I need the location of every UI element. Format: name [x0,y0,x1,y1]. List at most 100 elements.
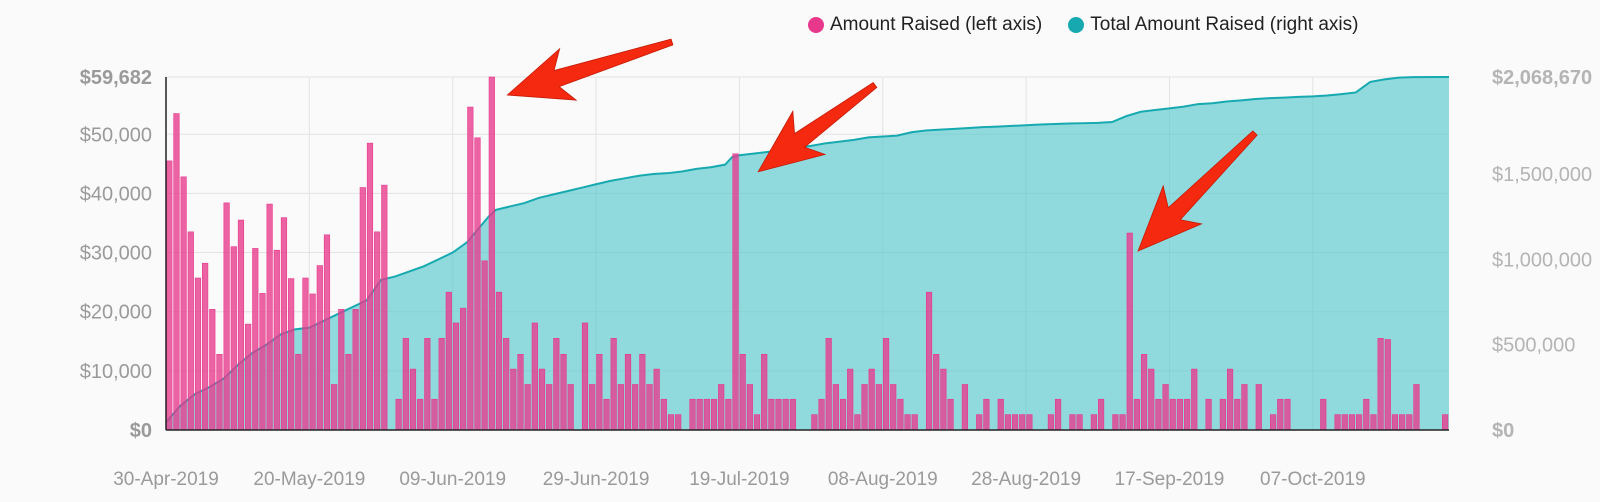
y-tick-left-label: $0 [130,420,152,442]
bar [1284,398,1291,431]
x-tick-label: 28-Aug-2019 [971,469,1081,490]
x-tick-label: 29-Jun-2019 [543,469,650,490]
bar [581,322,589,431]
bar [1341,414,1348,431]
bar [1169,398,1176,431]
bar [925,291,933,431]
bar [875,384,882,431]
bar [431,398,438,431]
bar [660,398,667,431]
bar [345,353,352,431]
bar [316,265,323,431]
legend-label-total-amount-raised: Total Amount Raised (right axis) [1090,14,1359,35]
bar [589,384,596,431]
bar [531,322,538,431]
bar [1356,414,1363,431]
bar [266,203,273,431]
bar [402,338,409,431]
bar [768,398,775,431]
bar [811,414,818,431]
bar [1255,384,1262,431]
bar [366,142,374,431]
bar [1176,398,1183,431]
y-tick-right-label: $500,000 [1492,335,1575,357]
bar [374,231,381,431]
y-tick-right-label: $1,500,000 [1492,164,1592,186]
bar [1026,414,1033,431]
bar [1377,338,1384,431]
x-tick-label: 20-May-2019 [253,469,365,490]
y-tick-left-label: $30,000 [80,243,152,265]
bar [517,353,524,431]
bar [187,231,194,431]
bar [495,291,503,431]
y-tick-right-label: $0 [1492,420,1514,442]
bar [173,113,180,431]
bar [1234,398,1241,431]
bar [567,384,574,431]
bar [854,414,861,431]
bar [1112,414,1119,431]
bar [1183,398,1191,431]
bar [703,398,710,431]
bar [259,293,266,431]
y-tick-left-label: $20,000 [80,302,152,324]
bar [997,398,1004,431]
bar [653,368,660,431]
bar [725,398,732,431]
bar [1334,414,1341,431]
bar [961,384,968,431]
bar [746,384,753,431]
arrow-shape [1137,130,1258,252]
bar [302,277,309,431]
bar [1133,398,1140,431]
bar [323,234,331,431]
x-tick-label: 30-Apr-2019 [113,469,219,490]
bar [1205,398,1212,431]
bar [209,309,216,431]
bar [868,368,875,431]
bar [166,160,173,431]
bar [1126,232,1133,431]
legend-item-total-amount-raised[interactable]: Total Amount Raised (right axis) [1068,14,1358,36]
legend-item-amount-raised[interactable]: Amount Raised (left axis) [808,14,1042,36]
bar [1054,398,1062,431]
bar [689,398,696,431]
bar [710,398,718,431]
bar [359,187,366,431]
bar [202,262,209,431]
bar [395,398,402,431]
bar [1090,414,1097,431]
bar [847,368,854,431]
bar [252,248,259,431]
bar [538,368,546,431]
bar [194,277,202,431]
y-tick-right-label: $1,000,000 [1492,249,1592,271]
bar [639,353,646,431]
legend-dot-amount-raised [808,17,824,33]
bar [775,398,782,431]
bar [237,219,245,431]
bar [983,398,990,431]
bar [524,384,531,431]
bar [295,353,302,431]
y-tick-left-label: $40,000 [80,183,152,205]
bar [1019,414,1026,431]
bar [180,176,187,431]
y-tick-left-label: $59,682 [80,67,152,89]
legend-dot-total-amount-raised [1068,17,1085,33]
bar [309,293,316,431]
bar [911,414,918,431]
bar [782,398,789,431]
legend-label-amount-raised: Amount Raised (left axis) [830,14,1043,35]
y-tick-right-label: $2,068,670 [1492,67,1592,89]
bar [1140,353,1148,431]
bar [1391,414,1399,431]
bar [610,338,617,431]
bar [1047,414,1054,431]
bar [1406,414,1413,431]
annotation-arrow [506,38,674,101]
bar [273,249,280,431]
x-tick-label: 09-Jun-2019 [399,469,506,490]
bar [947,398,954,431]
